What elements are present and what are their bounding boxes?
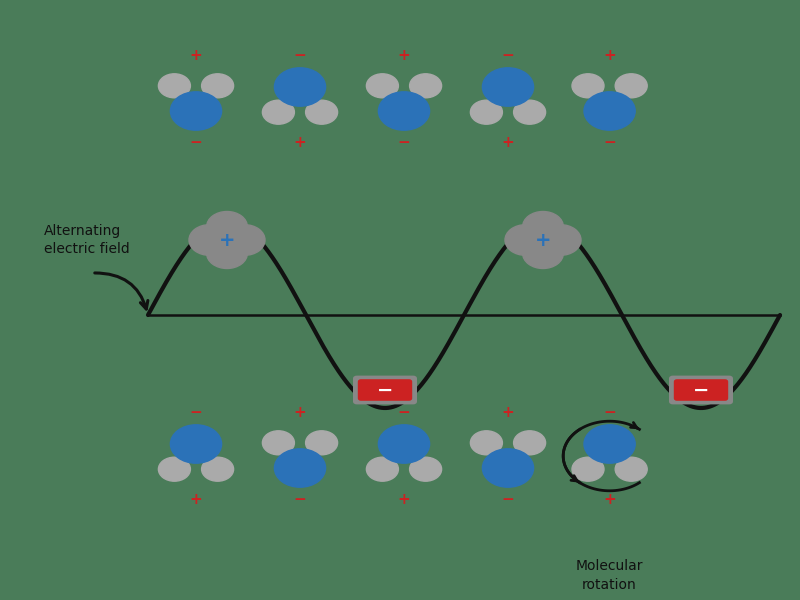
Circle shape [189, 224, 230, 256]
Text: −: − [603, 406, 616, 420]
Circle shape [306, 100, 338, 124]
Text: −: − [398, 134, 410, 149]
Text: +: + [294, 406, 306, 420]
Text: −: − [190, 134, 202, 149]
Circle shape [206, 238, 247, 269]
Circle shape [262, 431, 294, 455]
Text: −: − [377, 380, 393, 400]
Circle shape [584, 92, 635, 130]
Circle shape [158, 74, 190, 98]
Circle shape [482, 449, 534, 487]
Circle shape [572, 457, 604, 481]
Text: +: + [603, 49, 616, 64]
Circle shape [410, 74, 442, 98]
Circle shape [584, 425, 635, 463]
Circle shape [274, 449, 326, 487]
FancyBboxPatch shape [669, 376, 733, 404]
Text: +: + [603, 492, 616, 506]
Circle shape [378, 425, 430, 463]
Circle shape [262, 100, 294, 124]
Circle shape [202, 457, 234, 481]
Circle shape [206, 211, 247, 242]
Circle shape [522, 211, 563, 242]
Text: +: + [502, 134, 514, 149]
Text: −: − [603, 134, 616, 149]
Circle shape [522, 238, 563, 269]
Circle shape [274, 68, 326, 106]
Circle shape [482, 68, 534, 106]
Text: +: + [294, 134, 306, 149]
Text: −: − [693, 380, 709, 400]
Text: +: + [218, 230, 235, 250]
Circle shape [366, 457, 398, 481]
Circle shape [470, 431, 502, 455]
Text: −: − [502, 49, 514, 64]
Circle shape [410, 457, 442, 481]
Circle shape [505, 224, 546, 256]
Text: −: − [294, 49, 306, 64]
Text: Alternating
electric field: Alternating electric field [44, 224, 130, 256]
Circle shape [572, 74, 604, 98]
Text: −: − [502, 492, 514, 506]
Circle shape [540, 224, 581, 256]
Circle shape [306, 431, 338, 455]
Circle shape [470, 100, 502, 124]
Circle shape [224, 224, 265, 256]
Text: +: + [398, 49, 410, 64]
Text: Molecular
rotation: Molecular rotation [576, 559, 643, 592]
Text: +: + [534, 230, 551, 250]
Circle shape [615, 457, 647, 481]
Text: +: + [502, 406, 514, 420]
Circle shape [170, 425, 222, 463]
Circle shape [522, 224, 563, 256]
FancyBboxPatch shape [674, 379, 728, 401]
Text: +: + [190, 49, 202, 64]
FancyBboxPatch shape [358, 379, 412, 401]
Circle shape [378, 92, 430, 130]
Text: −: − [190, 406, 202, 420]
Circle shape [615, 74, 647, 98]
Circle shape [158, 457, 190, 481]
Text: +: + [398, 492, 410, 506]
Text: −: − [294, 492, 306, 506]
Text: −: − [398, 406, 410, 420]
Circle shape [206, 224, 247, 256]
Circle shape [514, 431, 546, 455]
Text: +: + [190, 492, 202, 506]
Circle shape [366, 74, 398, 98]
Circle shape [514, 100, 546, 124]
Circle shape [170, 92, 222, 130]
Circle shape [202, 74, 234, 98]
FancyBboxPatch shape [353, 376, 417, 404]
